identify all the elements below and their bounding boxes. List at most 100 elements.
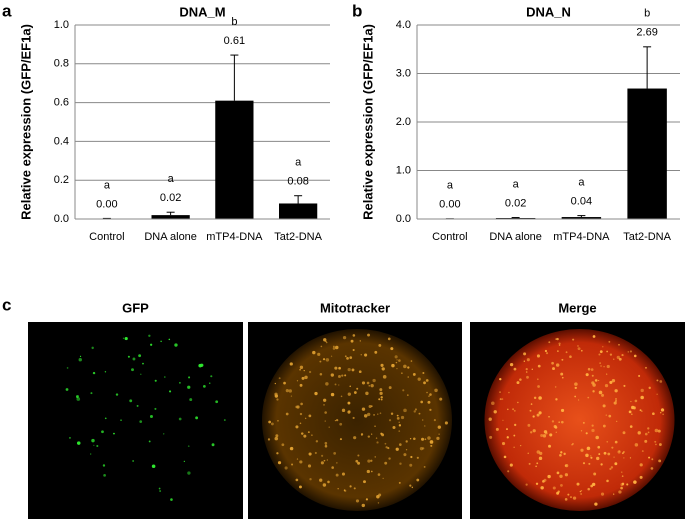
speck [598, 453, 601, 456]
speck [577, 399, 580, 401]
speck [188, 376, 191, 379]
speck [567, 493, 570, 496]
speck [552, 486, 556, 490]
speck [499, 391, 501, 394]
speck [330, 355, 333, 357]
speck [429, 408, 432, 411]
speck [537, 385, 540, 388]
speck [603, 451, 607, 455]
speck [590, 456, 593, 459]
speck [410, 455, 413, 459]
speck [620, 483, 624, 487]
speck [299, 383, 303, 387]
speck [437, 425, 442, 429]
speck [613, 456, 615, 458]
speck [430, 444, 433, 447]
speck [438, 433, 440, 435]
speck [320, 345, 323, 348]
speck [277, 461, 282, 465]
image-title: Merge [558, 300, 596, 315]
speck [604, 384, 609, 388]
speck [599, 350, 603, 354]
value-label: 0.00 [439, 199, 460, 211]
speck [368, 405, 372, 409]
speck [576, 482, 580, 486]
speck [405, 449, 408, 451]
speck [347, 367, 351, 372]
speck [590, 368, 594, 371]
speck [622, 431, 626, 435]
y-tick-label: 0.0 [396, 213, 411, 225]
speck [396, 368, 398, 370]
speck [594, 502, 598, 506]
speck [556, 491, 560, 495]
speck [390, 347, 394, 351]
speck [370, 405, 373, 408]
speck [574, 395, 577, 398]
speck [508, 391, 510, 394]
speck [514, 423, 517, 427]
speck [341, 374, 344, 377]
speck [333, 452, 337, 455]
speck [531, 368, 533, 370]
speck [560, 408, 565, 413]
speck [488, 417, 492, 421]
speck [324, 420, 326, 422]
speck [66, 367, 69, 369]
speck [187, 385, 191, 389]
speck [637, 431, 641, 435]
speck [540, 433, 544, 438]
speck [590, 484, 594, 488]
speck [517, 401, 519, 404]
speck [311, 434, 313, 436]
speck [334, 383, 337, 386]
speck [367, 333, 370, 337]
y-tick-label: 0.6 [54, 97, 69, 109]
speck [314, 391, 318, 396]
x-tick-label: Control [432, 231, 467, 243]
speck [618, 490, 622, 494]
speck [564, 473, 569, 477]
speck [398, 443, 402, 446]
speck [535, 465, 537, 468]
speck [588, 462, 591, 465]
speck [580, 349, 583, 352]
speck [307, 431, 310, 434]
speck [195, 416, 199, 420]
speck [608, 340, 611, 343]
speck [398, 421, 400, 423]
speck [160, 340, 162, 343]
speck [493, 410, 497, 414]
speck [513, 446, 515, 448]
speck [332, 347, 336, 350]
speck [298, 485, 302, 489]
speck [391, 363, 395, 368]
speck [398, 359, 401, 362]
speck [377, 413, 379, 415]
speck [659, 380, 663, 383]
speck [299, 412, 303, 416]
speck [561, 376, 564, 379]
speck [555, 398, 558, 401]
speck [427, 400, 431, 404]
speck [325, 443, 327, 446]
bar [561, 217, 602, 219]
speck [301, 376, 305, 380]
speck [614, 462, 618, 466]
speck [580, 448, 584, 452]
speck [532, 415, 535, 418]
speck [187, 445, 190, 447]
speck [288, 389, 292, 393]
speck [651, 458, 654, 461]
speck [606, 441, 609, 443]
speck [374, 350, 378, 354]
speck [399, 462, 402, 465]
speck [552, 367, 555, 371]
speck [647, 431, 650, 434]
speck [322, 358, 326, 361]
speck [421, 437, 425, 441]
annotation: a [295, 157, 302, 169]
y-axis-label: Relative expression (GFP/EF1a) [18, 24, 33, 220]
speck [346, 356, 349, 360]
speck [401, 372, 403, 374]
